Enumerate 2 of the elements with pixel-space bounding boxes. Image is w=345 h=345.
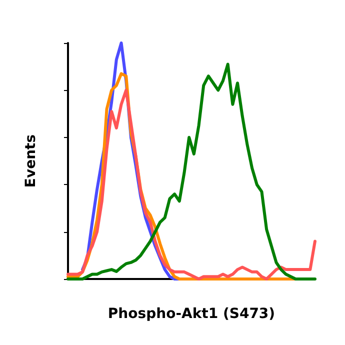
x-axis-title: Phospho-Akt1 (S473) — [108, 306, 276, 322]
y-axis-title: Events — [23, 134, 39, 188]
